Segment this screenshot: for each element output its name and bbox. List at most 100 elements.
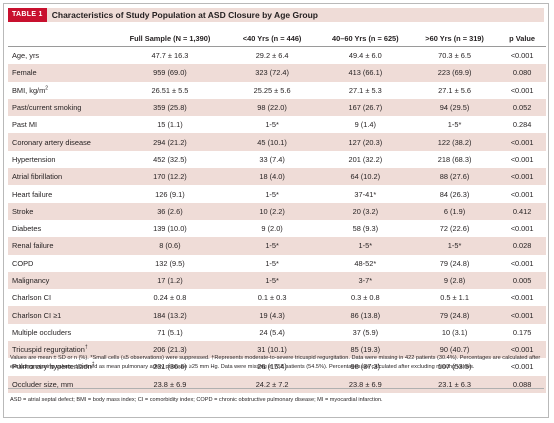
row-label: Pulmonary hypertension [12,362,92,372]
row-label-superscript: 2 [45,85,49,92]
p-value-cell: 0.284 [512,120,532,130]
value-cell: 26 (15.4) [257,362,287,372]
table-row: COPD 132 (9.5) 1-5* 48-52* 79 (24.8) <0.001 [8,255,546,272]
column-header [8,30,115,47]
footnote: Values are mean ± SD or n (%). *Small ce… [10,355,541,370]
value-cell: 37-41* [354,189,377,199]
row-label: Stroke [12,206,34,216]
table-row: Charlson CI 0.24 ± 0.8 0.1 ± 0.3 0.3 ± 0.8 0… [8,289,546,306]
row-label: Renal failure [12,241,54,251]
value-cell: 98 (22.0) [257,103,287,113]
value-cell: 1-5* [265,276,279,285]
p-value-cell: <0.001 [510,224,534,234]
value-cell: 184 (13.2) [153,310,187,320]
value-cell: 413 (66.1) [348,68,383,78]
p-value-cell: 0.412 [512,206,532,216]
value-cell: 9 (2.0) [261,224,283,234]
row-label: Tricuspid regurgitation [12,345,85,355]
row-label-cell: Stroke [8,203,115,220]
header-row: Full Sample (N = 1,390) <40 Yrs (n = 446… [8,30,546,47]
value-cell: 58 (9.3) [352,224,379,234]
row-label-cell: Pulmonary hypertension‡ [8,358,115,375]
p-value-cell: <0.001 [510,362,534,372]
row-label: Coronary artery disease [12,137,91,147]
value-cell: 294 (21.2) [153,137,187,147]
row-label-cell: Atrial fibrillation [8,168,115,185]
row-label: Female [12,68,37,78]
row-label-cell: COPD [8,255,115,272]
p-value-cell: 0.088 [512,379,532,389]
value-cell: 18 (4.0) [259,172,285,182]
p-value-cell: <0.001 [510,172,534,182]
table-label: TABLE 1 [8,8,47,22]
table-row: Multiple occluders 71 (5.1) 24 (5.4) 37 (5.… [8,324,546,341]
column-header: >60 Yrs (n = 319) [425,33,484,43]
table-row: Heart failure 126 (9.1) 1-5* 37-41* 84 (26.3… [8,185,546,202]
row-label-cell: Female [8,64,115,81]
value-cell: 206 (21.3) [153,345,187,355]
column-header: p Value [509,33,536,43]
value-cell: 71 (5.1) [157,327,183,337]
p-value-cell: <0.001 [510,310,534,320]
p-value-cell: <0.001 [510,154,534,164]
value-cell: 85 (19.3) [350,345,381,355]
value-cell: 452 (32.5) [153,154,187,164]
row-label: Past MI [12,120,38,130]
row-label: Age, yrs [12,51,40,61]
row-label: Multiple occluders [12,327,72,337]
value-cell: 86 (13.8) [350,310,381,320]
table-row: Past/current smoking 359 (25.8) 98 (22.0) 1… [8,98,546,117]
p-value-cell: <0.001 [510,85,534,95]
p-value-cell: <0.001 [510,345,534,355]
value-cell: 8 (0.6) [159,241,181,251]
value-cell: 10 (3.1) [441,327,468,337]
value-cell: 359 (25.8) [153,103,187,113]
table-row: Charlson CI ≥1 184 (13.2) 19 (4.3) 86 (13.8… [8,306,546,324]
table-row: Past MI 15 (1.1) 1-5* 9 (1.4) 1-5* 0.284 [8,116,546,133]
value-cell: 1-5* [447,120,462,130]
table-row: Atrial fibrillation 170 (12.2) 18 (4.0) 64 … [8,168,546,186]
value-cell: 45 (10.1) [257,137,287,147]
row-label-cell: BMI, kg/m2 [8,82,115,99]
value-cell: 107 (53.5) [437,362,472,372]
table-row: Renal failure 8 (0.6) 1-5* 1-5* 1-5* 0.028 [8,237,546,255]
value-cell: 122 (38.2) [437,137,472,147]
value-cell: 20 (3.2) [352,206,379,216]
value-cell: 24 (5.4) [259,327,285,337]
value-cell: 88 (27.6) [439,172,470,182]
row-label-cell: Multiple occluders [8,324,115,341]
value-cell: 167 (26.7) [348,103,383,113]
column-header: Full Sample (N = 1,390) [129,33,211,43]
value-cell: 70.3 ± 6.5 [438,51,471,61]
value-cell: 48-52* [354,258,377,268]
value-cell: 36 (2.6) [157,206,183,216]
value-cell: 10 (2.2) [259,206,285,216]
table-row: Age, yrs 47.7 ± 16.3 29.2 ± 6.4 49.4 ± 6.0 7… [8,47,546,65]
value-cell: 132 (9.5) [155,258,185,268]
row-label-cell: Charlson CI ≥1 [8,306,115,323]
row-label: Diabetes [12,224,42,234]
table-row: Hypertension 452 (32.5) 33 (7.4) 201 (32.2)… [8,151,546,168]
value-cell: 49.4 ± 6.0 [348,51,382,61]
row-label-cell: Past/current smoking [8,99,115,116]
table-row: Female 959 (69.0) 323 (72.4) 413 (66.1) 223 … [8,64,546,82]
value-cell: 9 (1.4) [354,120,376,130]
row-label: Charlson CI [12,293,52,303]
row-label: Past/current smoking [12,103,82,113]
value-cell: 1-5* [265,241,279,251]
value-cell: 0.3 ± 0.8 [350,293,380,303]
table-row: Diabetes 139 (10.0) 9 (2.0) 58 (9.3) 72 (22.… [8,220,546,237]
value-cell: 323 (72.4) [255,68,289,78]
table-bottom-rule [8,388,544,389]
table-body: Age, yrs 47.7 ± 16.3 29.2 ± 6.4 49.4 ± 6.0 7… [8,47,546,393]
table-title: Characteristics of Study Population at A… [51,10,318,20]
value-cell: 15 (1.1) [157,120,183,130]
row-label-cell: Malignancy [8,272,115,289]
row-label-cell: Charlson CI [8,289,115,306]
table-title-bar: TABLE 1 Characteristics of Study Populat… [8,8,544,22]
row-label-cell: Age, yrs [8,47,115,65]
value-cell: 31 (10.1) [257,345,287,355]
value-cell: 90 (40.7) [439,345,470,355]
value-cell: 72 (22.6) [439,224,470,234]
row-label: Occluder size, mm [12,379,74,389]
